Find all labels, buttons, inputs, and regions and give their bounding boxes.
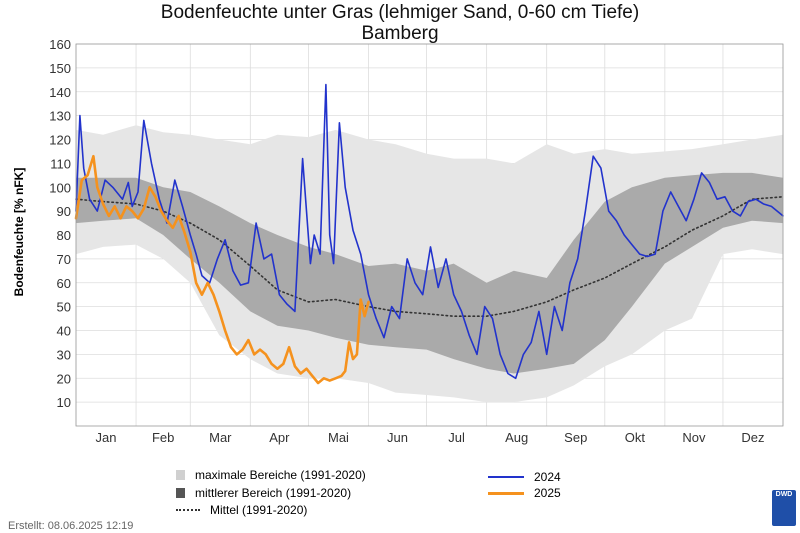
x-month-label: Nov — [682, 430, 706, 445]
legend-swatch-2025 — [488, 491, 524, 495]
mean-line — [75, 196, 784, 318]
x-month-label: Apr — [269, 430, 290, 445]
legend-swatch-mid — [176, 488, 185, 498]
legend-mid-range: mittlerer Bereich (1991-2020) — [176, 486, 351, 500]
y-tick-label: 130 — [49, 109, 71, 124]
x-month-label: Jan — [96, 430, 117, 445]
x-month-label: Mai — [328, 430, 349, 445]
y-tick-label: 160 — [49, 37, 71, 52]
y-tick-label: 90 — [57, 204, 71, 219]
legend-label-2024: 2024 — [534, 470, 561, 484]
mid-range-band — [76, 172, 783, 374]
x-month-label: Okt — [625, 430, 646, 445]
created-timestamp: Erstellt: 08.06.2025 12:19 — [8, 520, 134, 532]
x-month-label: Sep — [564, 430, 587, 445]
plot-frame — [75, 43, 784, 427]
y-tick-label: 10 — [57, 395, 71, 410]
legend-swatch-max — [176, 470, 185, 480]
series-2024-line — [75, 83, 784, 380]
legend-2025: 2025 — [488, 486, 561, 500]
series-2025-line — [74, 154, 370, 385]
y-tick-label: 20 — [57, 371, 71, 386]
x-month-label: Mar — [209, 430, 232, 445]
y-tick-label: 80 — [57, 228, 71, 243]
x-month-label: Dez — [741, 430, 764, 445]
legend-2024: 2024 — [488, 470, 561, 484]
chart-title: Bodenfeuchte unter Gras (lehmiger Sand, … — [160, 2, 640, 23]
x-month-label: Jul — [448, 430, 465, 445]
y-tick-label: 140 — [49, 85, 71, 100]
legend-swatch-mean — [176, 509, 200, 511]
y-tick-label: 30 — [57, 347, 71, 362]
y-tick-label: 150 — [49, 61, 71, 76]
y-tick-label: 110 — [50, 156, 71, 171]
y-tick-label: 50 — [57, 300, 71, 315]
y-tick-label: 40 — [57, 324, 71, 339]
y-tick-label: 120 — [49, 133, 71, 148]
x-month-label: Feb — [152, 430, 174, 445]
legend-swatch-2024 — [488, 476, 524, 478]
chart-subtitle: Bamberg — [361, 23, 439, 44]
x-month-label: Aug — [505, 430, 528, 445]
legend-label-max: maximale Bereiche (1991-2020) — [195, 468, 366, 482]
legend-label-mean: Mittel (1991-2020) — [210, 503, 308, 517]
y-tick-labels: 10 20 30 40 50 60 70 80 90 100 110 120 130 140 150 160 — [49, 37, 71, 410]
legend-max-range: maximale Bereiche (1991-2020) — [176, 468, 366, 482]
dwd-logo: DWD — [772, 490, 796, 526]
legend-label-mid: mittlerer Bereich (1991-2020) — [195, 486, 352, 500]
legend-label-2025: 2025 — [534, 486, 561, 500]
y-tick-label: 100 — [49, 180, 71, 195]
y-tick-label: 60 — [57, 276, 71, 291]
x-month-label: Jun — [387, 430, 408, 445]
legend-mean: Mittel (1991-2020) — [176, 503, 307, 517]
y-tick-label: 70 — [57, 252, 71, 267]
y-axis-label: Bodenfeuchte [% nFK] — [12, 167, 26, 297]
x-month-labels: Jan Feb Mar Apr Mai Jun Jul Aug Sep Okt Nov Dez — [96, 430, 765, 445]
series-lines — [74, 83, 784, 385]
